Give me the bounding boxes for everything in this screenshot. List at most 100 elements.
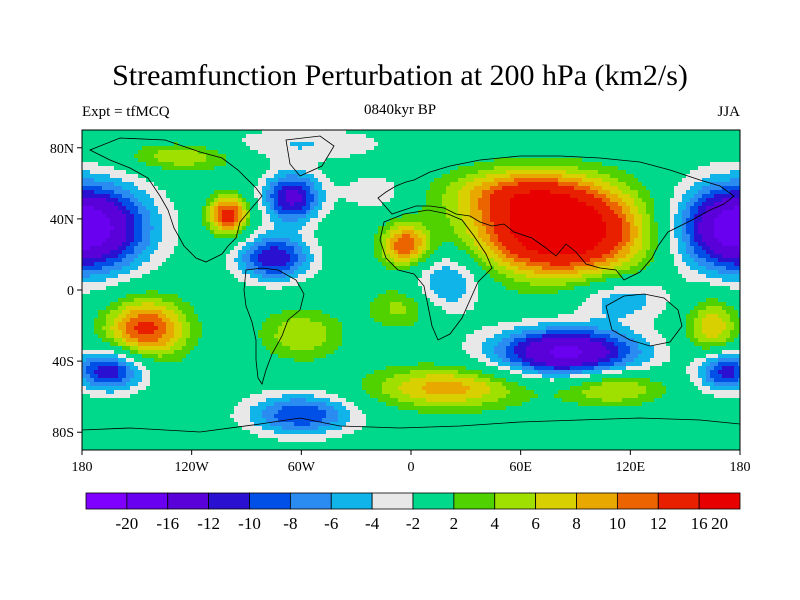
field-cell	[714, 246, 719, 251]
field-cell	[438, 174, 443, 179]
field-cell	[298, 130, 303, 135]
field-cell	[206, 146, 211, 151]
field-cell	[382, 230, 387, 235]
field-cell	[662, 134, 667, 139]
field-cell	[206, 238, 211, 243]
field-cell	[714, 190, 719, 195]
field-cell	[134, 214, 139, 219]
field-cell	[726, 210, 731, 215]
field-cell	[698, 150, 703, 155]
field-cell	[166, 186, 171, 191]
field-cell	[138, 154, 143, 159]
field-cell	[630, 234, 635, 239]
field-cell	[198, 174, 203, 179]
field-cell	[518, 178, 523, 183]
field-cell	[530, 222, 535, 227]
field-cell	[150, 214, 155, 219]
field-cell	[262, 174, 267, 179]
field-cell	[210, 178, 215, 183]
field-cell	[654, 234, 659, 239]
field-cell	[422, 138, 427, 143]
field-cell	[618, 186, 623, 191]
field-cell	[446, 218, 451, 223]
field-cell	[302, 166, 307, 171]
field-cell	[654, 226, 659, 231]
field-cell	[178, 142, 183, 147]
field-cell	[430, 146, 435, 151]
field-cell	[550, 222, 555, 227]
field-cell	[234, 130, 239, 135]
field-cell	[738, 202, 740, 207]
field-cell	[690, 194, 695, 199]
field-cell	[166, 210, 171, 215]
field-cell	[370, 134, 375, 139]
field-cell	[726, 170, 731, 175]
field-cell	[558, 234, 563, 239]
field-cell	[498, 198, 503, 203]
field-cell	[678, 142, 683, 147]
field-cell	[146, 234, 151, 239]
field-cell	[282, 158, 287, 163]
field-cell	[86, 246, 91, 251]
field-cell	[462, 230, 467, 235]
field-cell	[378, 134, 383, 139]
field-cell	[474, 158, 479, 163]
field-cell	[346, 210, 351, 215]
field-cell	[334, 202, 339, 207]
field-cell	[178, 162, 183, 167]
field-cell	[382, 154, 387, 159]
field-cell	[106, 202, 111, 207]
field-cell	[598, 138, 603, 143]
field-cell	[94, 146, 99, 151]
field-cell	[206, 210, 211, 215]
field-cell	[102, 182, 107, 187]
field-cell	[214, 222, 219, 227]
field-cell	[366, 154, 371, 159]
field-cell	[430, 226, 435, 231]
field-cell	[458, 158, 463, 163]
field-cell	[370, 186, 375, 191]
field-cell	[370, 190, 375, 195]
field-cell	[130, 178, 135, 183]
field-cell	[302, 134, 307, 139]
field-cell	[206, 182, 211, 187]
field-cell	[106, 234, 111, 239]
field-cell	[298, 158, 303, 163]
field-cell	[722, 210, 727, 215]
field-cell	[262, 250, 267, 255]
field-cell	[334, 206, 339, 211]
field-cell	[558, 246, 563, 251]
field-cell	[686, 130, 691, 135]
field-cell	[582, 190, 587, 195]
field-cell	[266, 250, 271, 255]
field-cell	[622, 134, 627, 139]
field-cell	[634, 162, 639, 167]
field-cell	[502, 226, 507, 231]
field-cell	[438, 166, 443, 171]
field-cell	[310, 142, 315, 147]
field-cell	[730, 134, 735, 139]
field-cell	[334, 230, 339, 235]
field-cell	[246, 154, 251, 159]
field-cell	[710, 138, 715, 143]
field-cell	[302, 210, 307, 215]
field-cell	[550, 162, 555, 167]
field-cell	[650, 130, 655, 135]
field-cell	[590, 206, 595, 211]
field-cell	[206, 194, 211, 199]
field-cell	[286, 178, 291, 183]
field-cell	[286, 142, 291, 147]
field-cell	[414, 138, 419, 143]
field-cell	[170, 246, 175, 251]
field-cell	[258, 134, 263, 139]
field-cell	[418, 158, 423, 163]
field-cell	[478, 174, 483, 179]
field-cell	[650, 190, 655, 195]
field-cell	[222, 162, 227, 167]
field-cell	[526, 146, 531, 151]
field-cell	[258, 234, 263, 239]
field-cell	[210, 150, 215, 155]
field-cell	[738, 190, 740, 195]
field-cell	[278, 194, 283, 199]
field-cell	[314, 230, 319, 235]
